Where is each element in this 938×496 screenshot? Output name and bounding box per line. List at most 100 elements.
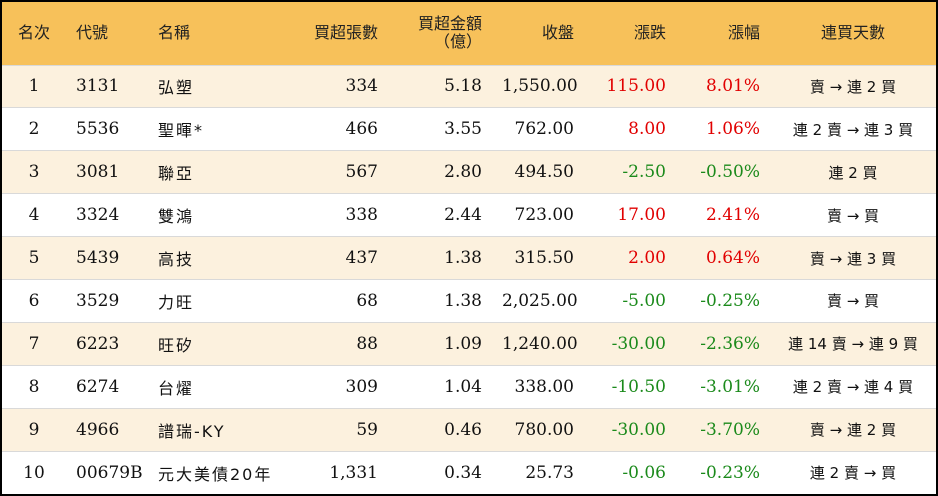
close-cell: 1,550.00 xyxy=(502,76,578,97)
lots-cell: 1,331 xyxy=(329,462,378,483)
stock-name-cell: 聯亞 xyxy=(158,164,195,184)
amount-cell: 1.09 xyxy=(444,333,482,354)
lots-cell: 59 xyxy=(356,419,378,440)
header-days: 連買天數 xyxy=(820,23,885,43)
pct-cell: 8.01% xyxy=(705,76,760,97)
stock-name-cell: 旺矽 xyxy=(158,335,195,355)
change-cell: -5.00 xyxy=(622,290,666,311)
close-cell: 2,025.00 xyxy=(502,290,578,311)
change-cell: -30.00 xyxy=(611,419,666,440)
close-cell: 338.00 xyxy=(514,376,574,397)
table-row: 10 00679B 元大美債20年 1,331 0.34 25.73 -0.06 -0.23%… xyxy=(2,451,936,494)
lots-cell: 68 xyxy=(356,290,378,311)
buy-days-cell: 連 2 賣 → 買 xyxy=(809,464,897,483)
close-cell: 723.00 xyxy=(514,205,574,226)
close-cell: 315.50 xyxy=(514,248,574,268)
amount-cell: 3.55 xyxy=(444,119,482,140)
change-cell: 8.00 xyxy=(628,119,666,140)
pct-cell: -0.25% xyxy=(700,290,760,311)
rank-cell: 6 xyxy=(28,290,40,311)
amount-cell: 5.18 xyxy=(444,76,482,97)
pct-cell: -0.23% xyxy=(700,462,760,483)
rank-cell: 9 xyxy=(28,419,40,440)
header-lots: 買超張數 xyxy=(313,23,378,43)
code-cell: 3081 xyxy=(76,162,120,183)
lots-cell: 309 xyxy=(345,376,378,397)
table-body: 1 3131 弘塑 334 5.18 1,550.00 115.00 8.01% 賣 → 連 2… xyxy=(2,65,936,494)
amount-cell: 0.34 xyxy=(444,462,482,483)
amount-cell: 0.46 xyxy=(444,419,482,440)
lots-cell: 334 xyxy=(345,76,378,97)
code-cell: 00679B xyxy=(76,462,143,483)
buy-days-cell: 賣 → 買 xyxy=(826,206,880,225)
stock-name-cell: 元大美債20年 xyxy=(158,464,273,484)
rank-cell: 8 xyxy=(28,376,40,397)
rank-cell: 7 xyxy=(28,333,40,354)
stock-name-cell: 力旺 xyxy=(158,292,195,312)
buy-days-cell: 連 14 賣 → 連 9 買 xyxy=(788,335,918,354)
pct-cell: -0.50% xyxy=(700,162,760,183)
header-close: 收盤 xyxy=(541,23,574,43)
amount-cell: 2.44 xyxy=(444,205,482,226)
table-row: 4 3324 雙鴻 338 2.44 723.00 17.00 2.41% 賣 → 買 xyxy=(2,193,936,237)
buy-days-cell: 賣 → 買 xyxy=(826,292,880,311)
table-row: 9 4966 譜瑞-KY 59 0.46 780.00 -30.00 -3.70% 賣 → 連 … xyxy=(2,408,936,452)
lots-cell: 338 xyxy=(345,205,378,226)
table-header-row: 名次 代號 名稱 買超張數 買超金額 （億） 收盤 漲跌 漲幅 連買天數 xyxy=(2,2,936,65)
lots-cell: 437 xyxy=(345,248,378,268)
amount-cell: 1.04 xyxy=(444,376,482,397)
header-pct: 漲幅 xyxy=(727,23,760,43)
code-cell: 3324 xyxy=(76,205,120,226)
stock-name-cell: 譜瑞-KY xyxy=(158,421,226,441)
code-cell: 5439 xyxy=(76,248,120,268)
pct-cell: -3.01% xyxy=(700,376,760,397)
pct-cell: -3.70% xyxy=(700,419,760,440)
change-cell: -2.50 xyxy=(622,162,666,183)
close-cell: 1,240.00 xyxy=(502,333,578,354)
table-row: 7 6223 旺矽 88 1.09 1,240.00 -30.00 -2.36% 連 14 賣 … xyxy=(2,322,936,366)
pct-cell: 2.41% xyxy=(705,205,760,226)
table-row: 6 3529 力旺 68 1.38 2,025.00 -5.00 -0.25% 賣 → 買 xyxy=(2,279,936,323)
stock-name-cell: 聖暉* xyxy=(158,121,205,141)
pct-cell: 0.64% xyxy=(705,248,760,268)
code-cell: 3131 xyxy=(76,76,120,97)
table-row: 8 6274 台燿 309 1.04 338.00 -10.50 -3.01% 連 2 賣 → … xyxy=(2,365,936,409)
rank-cell: 2 xyxy=(28,119,40,140)
buy-days-cell: 賣 → 連 2 買 xyxy=(809,77,897,96)
lots-cell: 88 xyxy=(356,333,378,354)
header-amount: 買超金額 （億） xyxy=(417,14,482,52)
change-cell: -0.06 xyxy=(622,462,666,483)
lots-cell: 567 xyxy=(345,162,378,183)
pct-cell: 1.06% xyxy=(705,119,760,140)
table-row: 1 3131 弘塑 334 5.18 1,550.00 115.00 8.01% 賣 → 連 2… xyxy=(2,65,936,108)
rank-cell: 1 xyxy=(28,76,40,97)
close-cell: 780.00 xyxy=(514,419,574,440)
buy-days-cell: 賣 → 連 3 買 xyxy=(809,249,897,268)
code-cell: 4966 xyxy=(76,419,120,440)
buy-days-cell: 賣 → 連 2 買 xyxy=(809,421,897,440)
buy-days-cell: 連 2 買 xyxy=(828,163,878,182)
table-row: 3 3081 聯亞 567 2.80 494.50 -2.50 -0.50% 連 2 買 xyxy=(2,150,936,194)
lots-cell: 466 xyxy=(345,119,378,140)
change-cell: -30.00 xyxy=(611,333,666,354)
code-cell: 5536 xyxy=(76,119,120,140)
amount-cell: 2.80 xyxy=(444,162,482,183)
change-cell: -10.50 xyxy=(611,376,666,397)
table-row: 2 5536 聖暉* 466 3.55 762.00 8.00 1.06% 連 2 賣 → 連 … xyxy=(2,107,936,151)
amount-cell: 1.38 xyxy=(444,290,482,311)
stock-name-cell: 弘塑 xyxy=(158,78,195,98)
amount-cell: 1.38 xyxy=(444,248,482,268)
rank-cell: 10 xyxy=(23,462,45,483)
code-cell: 6223 xyxy=(76,333,120,354)
change-cell: 2.00 xyxy=(628,248,666,268)
close-cell: 762.00 xyxy=(514,119,574,140)
close-cell: 25.73 xyxy=(525,462,574,483)
code-cell: 3529 xyxy=(76,290,120,311)
table-row: 5 5439 高技 437 1.38 315.50 2.00 0.64% 賣 → 連 3 買 xyxy=(2,236,936,280)
stock-name-cell: 雙鴻 xyxy=(158,207,195,227)
header-name: 名稱 xyxy=(158,23,191,43)
rank-cell: 3 xyxy=(28,162,40,183)
header-code: 代號 xyxy=(76,23,109,43)
